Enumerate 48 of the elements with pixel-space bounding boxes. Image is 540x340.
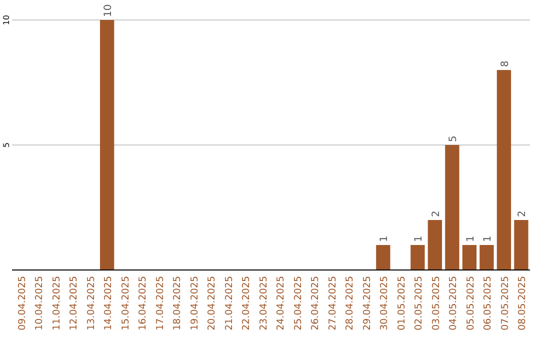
x-tick-label: 05.05.2025	[465, 276, 476, 330]
bar	[428, 220, 442, 270]
x-tick-label: 04.05.2025	[448, 276, 460, 330]
bar	[462, 245, 477, 270]
x-tick-label: 03.05.2025	[430, 276, 442, 330]
bar	[376, 245, 390, 270]
x-tick-label: 18.04.2025	[172, 276, 184, 330]
x-tick-label: 16.04.2025	[138, 276, 149, 330]
x-tick-label: 20.04.2025	[206, 276, 218, 330]
x-tick-label: 12.04.2025	[68, 276, 80, 330]
data-label: 5	[448, 136, 460, 142]
data-label: 1	[465, 236, 476, 242]
x-tick-label: 26.04.2025	[310, 276, 322, 330]
data-label: 1	[379, 236, 390, 242]
data-label: 2	[517, 210, 528, 217]
x-tick-label: 07.05.2025	[500, 276, 511, 330]
x-tick-label: 10.04.2025	[34, 276, 46, 330]
data-label: 10	[103, 4, 114, 17]
bar	[514, 220, 528, 270]
x-tick-label: 06.05.2025	[482, 276, 494, 330]
x-tick-label: 15.04.2025	[120, 276, 132, 330]
x-tick-label: 01.05.2025	[396, 276, 408, 330]
x-tick-label: 27.04.2025	[327, 276, 338, 330]
data-label: 8	[500, 60, 511, 67]
x-tick-label: 14.04.2025	[103, 276, 114, 330]
data-label: 1	[414, 236, 425, 242]
bar	[100, 20, 114, 270]
x-tick-label: 19.04.2025	[189, 276, 200, 330]
x-tick-label: 02.05.2025	[414, 276, 425, 330]
x-tick-label: 13.04.2025	[86, 276, 97, 330]
bar	[445, 145, 460, 270]
x-tick-label: 29.04.2025	[362, 276, 373, 330]
x-tick-label: 22.04.2025	[241, 276, 252, 330]
bar	[410, 245, 425, 270]
x-tick-label: 28.04.2025	[344, 276, 356, 330]
x-tick-label: 08.05.2025	[517, 276, 528, 330]
x-tick-label: 17.04.2025	[154, 276, 166, 330]
data-label: 2	[430, 210, 442, 217]
x-tick-label: 23.04.2025	[258, 276, 270, 330]
bar	[496, 70, 512, 270]
x-tick-label: 24.04.2025	[276, 276, 287, 330]
x-tick-label: 21.04.2025	[224, 276, 235, 330]
x-tick-label: 11.04.2025	[51, 276, 62, 330]
x-tick-label: 30.04.2025	[379, 276, 390, 330]
x-tick-label: 25.04.2025	[292, 276, 304, 330]
data-label: 1	[482, 236, 494, 242]
bar	[480, 245, 494, 270]
x-tick-label: 09.04.2025	[16, 276, 28, 330]
